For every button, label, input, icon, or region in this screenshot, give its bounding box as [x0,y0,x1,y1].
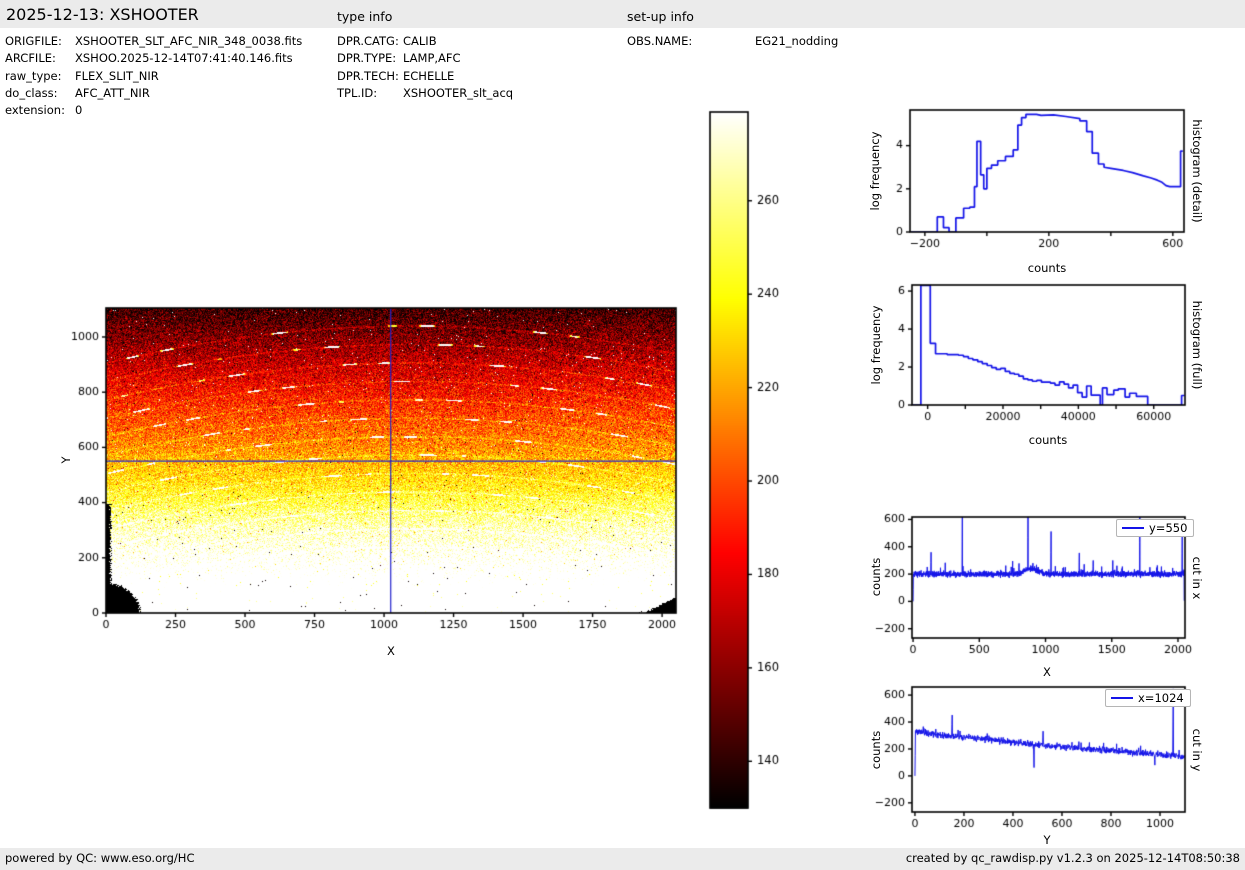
metadata-label: raw_type: [5,68,62,83]
cut-y-side-title: cut in y [1190,728,1204,772]
page-title: 2025-12-13: XSHOOTER [6,5,199,24]
type-info-block: DPR.CATG: CALIB DPR.TYPE: LAMP,AFC DPR.TEC… [337,33,513,102]
metadata-value: ECHELLE [403,68,455,83]
cut-x-legend: y=550 [1116,519,1195,537]
footer-bar [0,848,1245,870]
cut-y-xaxis-title: Y [1043,833,1051,847]
metadata-value: XSHOO.2025-12-14T07:41:40.146.fits [75,51,293,66]
type-info-heading: type info [337,9,393,24]
metadata-row: do_class: AFC_ATT_NIR [5,85,302,102]
metadata-value: AFC_ATT_NIR [75,85,150,100]
header-bar [0,0,1245,28]
metadata-value: XSHOOTER_slt_acq [403,85,514,100]
hist-detail-side-title: histogram (detail) [1190,119,1204,223]
cut-x-yaxis-title: counts [869,557,883,597]
footer-right-text: created by qc_rawdisp.py v1.2.3 on 2025-… [905,851,1240,865]
main-yaxis-title: Y [59,456,73,464]
metadata-row: raw_type: FLEX_SLIT_NIR [5,68,302,85]
metadata-row: OBS.NAME: EG21_nodding [627,33,838,50]
cut-y-yaxis-title: counts [869,730,883,770]
cut-x-legend-label: y=550 [1149,521,1188,535]
legend-line-icon [1122,527,1144,529]
cut-y-legend: x=1024 [1105,689,1191,707]
metadata-value: EG21_nodding [755,34,839,48]
hist-full-yaxis-title: log frequency [869,305,883,385]
hist-detail-yaxis-title: log frequency [868,131,882,211]
metadata-value: 0 [75,103,83,118]
metadata-row: DPR.CATG: CALIB [337,33,513,50]
metadata-value: CALIB [403,34,437,48]
metadata-label: DPR.TYPE: [337,51,397,66]
metadata-label: ORIGFILE: [5,34,62,48]
metadata-label: DPR.CATG: [337,34,399,48]
metadata-value: XSHOOTER_SLT_AFC_NIR_348_0038.fits [75,34,303,48]
setup-info-heading: set-up info [627,9,694,24]
metadata-label: do_class: [5,85,58,100]
metadata-row: ARCFILE: XSHOO.2025-12-14T07:41:40.146.fi… [5,50,302,67]
metadata-row: extension: 0 [5,102,302,119]
metadata-value: LAMP,AFC [403,51,461,66]
hist-full-xaxis-title: counts [1028,433,1068,447]
metadata-label: ARCFILE: [5,51,56,66]
main-xaxis-title: X [387,644,395,658]
hist-full-side-title: histogram (full) [1190,300,1204,390]
cut-x-xaxis-title: X [1043,665,1051,679]
metadata-row: ORIGFILE: XSHOOTER_SLT_AFC_NIR_348_0038.f… [5,33,302,50]
cut-x-side-title: cut in x [1190,556,1204,600]
metadata-label: extension: [5,103,65,118]
setup-info-block: OBS.NAME: EG21_nodding [627,33,838,50]
metadata-label: DPR.TECH: [337,68,399,83]
metadata-label: TPL.ID: [337,85,378,100]
metadata-row: TPL.ID: XSHOOTER_slt_acq [337,85,513,102]
legend-line-icon [1111,697,1133,699]
metadata-row: DPR.TYPE: LAMP,AFC [337,50,513,67]
cut-y-legend-label: x=1024 [1138,691,1184,705]
hist-detail-xaxis-title: counts [1027,261,1067,275]
footer-left-text: powered by QC: www.eso.org/HC [5,851,195,865]
metadata-label: OBS.NAME: [627,34,693,48]
metadata-value: FLEX_SLIT_NIR [75,68,159,83]
file-info-block: ORIGFILE: XSHOOTER_SLT_AFC_NIR_348_0038.f… [5,33,302,119]
metadata-row: DPR.TECH: ECHELLE [337,68,513,85]
